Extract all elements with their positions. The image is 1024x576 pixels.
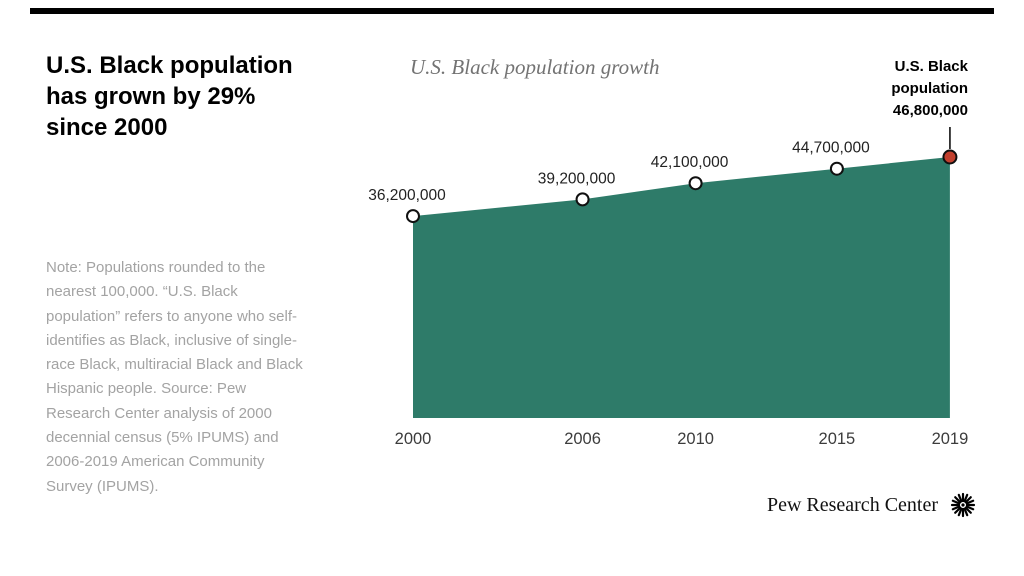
data-point (688, 176, 703, 191)
data-point (575, 192, 590, 207)
top-rule (30, 8, 994, 14)
point-value-label: 39,200,000 (538, 170, 616, 187)
point-value-label: 42,100,000 (651, 154, 729, 171)
x-axis-label: 2006 (564, 430, 601, 448)
pew-logo-icon (950, 492, 976, 518)
x-axis-label: 2015 (819, 430, 856, 448)
footer: Pew Research Center (767, 490, 978, 520)
end-point-label: U.S. Black population 46,800,000 (858, 56, 968, 121)
x-axis-label: 2000 (395, 430, 432, 448)
data-point (829, 161, 844, 176)
point-value-label: 44,700,000 (792, 140, 870, 157)
brand-name: Pew Research Center (766, 493, 938, 516)
point-value-label: 36,200,000 (368, 187, 446, 204)
data-point-end (942, 149, 958, 165)
end-point-series-name: U.S. Black population (891, 58, 968, 97)
end-point-value: 46,800,000 (892, 101, 968, 119)
chart-title: U.S. Black population growth (410, 55, 660, 79)
headline: U.S. Black population has grown by 29% s… (46, 52, 293, 142)
x-axis-label: 2019 (932, 430, 969, 448)
note-text: Note: Populations rounded to the nearest… (46, 259, 303, 495)
area-fill (413, 157, 950, 418)
data-point (406, 209, 420, 224)
x-axis-label: 2010 (677, 430, 714, 448)
